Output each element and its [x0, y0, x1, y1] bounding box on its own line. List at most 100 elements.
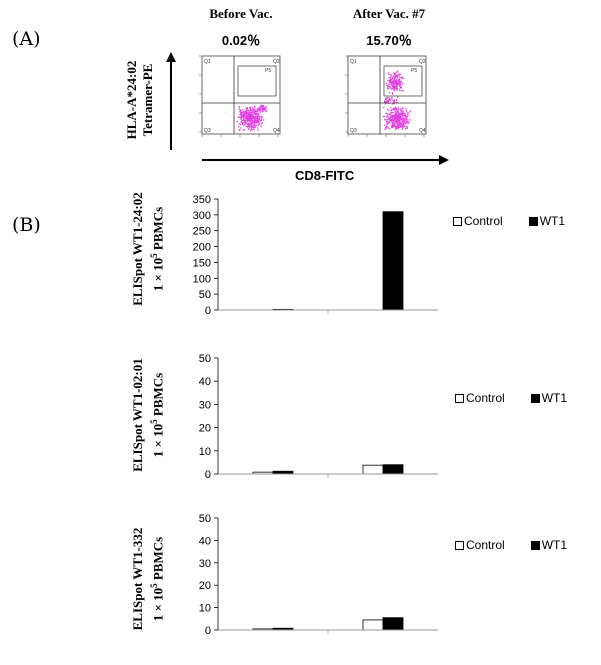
legend-label-wt1: WT1: [541, 391, 568, 405]
legend-control: Control: [455, 538, 505, 552]
event-dot: [240, 110, 242, 112]
event-dot: [406, 120, 408, 122]
chart3-ylabel-line1: ELISpot WT1-332: [130, 527, 145, 631]
chart2-legend: Control WT1: [455, 391, 567, 405]
event-dot: [392, 80, 394, 82]
legend-wt1: WT1: [530, 391, 568, 405]
event-dot: [396, 88, 398, 90]
event-dot: [395, 116, 397, 118]
event-dot: [260, 107, 262, 109]
event-dot: [253, 117, 255, 119]
event-dot: [399, 88, 401, 91]
event-dot: [262, 106, 264, 108]
event-dot: [252, 108, 254, 110]
event-dot: [246, 114, 249, 117]
event-dot: [242, 123, 244, 125]
event-dot: [385, 126, 387, 128]
event-dot: [241, 113, 243, 115]
event-dot: [257, 112, 259, 114]
event-dot: [396, 115, 398, 118]
event-dot: [266, 110, 268, 112]
event-dot: [258, 118, 260, 121]
gate-p5: P5: [265, 68, 271, 74]
event-dot: [250, 109, 252, 111]
event-dot: [398, 121, 401, 123]
event-dot: [384, 103, 386, 105]
event-dot: [396, 127, 399, 129]
event-dot: [253, 113, 255, 115]
event-dot: [261, 116, 263, 119]
event-dot: [386, 100, 388, 102]
gate-q1: Q1: [204, 59, 211, 65]
event-dot: [392, 93, 394, 95]
plot-frame: [347, 55, 427, 135]
legend-swatch-wt1: [530, 540, 540, 550]
event-dot: [382, 115, 385, 118]
chart1-legend: Control WT1: [453, 214, 565, 228]
event-dot: [247, 128, 250, 130]
event-dot: [401, 112, 404, 115]
event-dot: [244, 119, 247, 121]
event-dot: [385, 127, 388, 129]
event-dot: [398, 119, 400, 121]
event-dot: [258, 124, 260, 126]
event-dot: [250, 128, 252, 130]
event-dot: [392, 114, 394, 116]
bar-control-2: [362, 464, 384, 475]
event-dot: [252, 116, 254, 118]
event-dot: [395, 72, 397, 74]
event-dot: [395, 125, 397, 127]
event-dot: [390, 107, 392, 109]
event-dot: [406, 117, 408, 119]
event-dot: [258, 109, 261, 111]
event-dot: [399, 124, 402, 126]
event-dot: [241, 117, 243, 119]
event-dot: [393, 103, 395, 105]
event-dot: [260, 125, 262, 128]
y-tick-label: 30: [199, 399, 211, 411]
event-dot: [259, 111, 262, 114]
event-dot: [399, 82, 401, 84]
event-dot: [391, 115, 393, 118]
event-dot: [399, 86, 402, 89]
legend-swatch-control: [455, 393, 464, 403]
event-dot: [246, 123, 249, 125]
event-dot: [251, 110, 254, 112]
event-dot: [243, 118, 245, 121]
event-dot: [243, 120, 245, 123]
event-dot: [395, 81, 397, 83]
event-dot: [254, 113, 256, 115]
event-dot: [388, 100, 390, 102]
event-dot: [257, 120, 259, 123]
event-dot: [246, 107, 248, 109]
event-dot: [239, 129, 241, 132]
event-dot: [396, 70, 399, 72]
event-dot: [392, 86, 395, 88]
y-tick-label: 300: [193, 210, 211, 222]
event-dot: [261, 109, 263, 111]
event-dot: [384, 100, 386, 102]
gate-p5: P5: [411, 68, 417, 74]
event-dot: [254, 109, 257, 111]
event-dot: [403, 121, 405, 123]
event-dot: [386, 101, 388, 103]
event-dot: [250, 124, 252, 127]
event-dot: [248, 119, 250, 121]
event-dot: [392, 126, 394, 128]
event-dot: [254, 121, 256, 123]
event-dot: [258, 117, 260, 120]
legend-label-wt1: WT1: [539, 214, 566, 228]
event-dot: [261, 123, 263, 125]
event-dot: [256, 120, 258, 122]
event-dot: [240, 118, 242, 120]
y-axis-arrow: [166, 52, 176, 150]
event-dot: [261, 108, 264, 110]
event-dot: [261, 106, 263, 108]
event-dot: [402, 122, 404, 124]
event-dot: [386, 113, 388, 115]
y-tick-label: 150: [193, 257, 211, 269]
event-dot: [240, 112, 242, 114]
event-dot: [398, 116, 401, 118]
event-dot: [254, 105, 256, 107]
